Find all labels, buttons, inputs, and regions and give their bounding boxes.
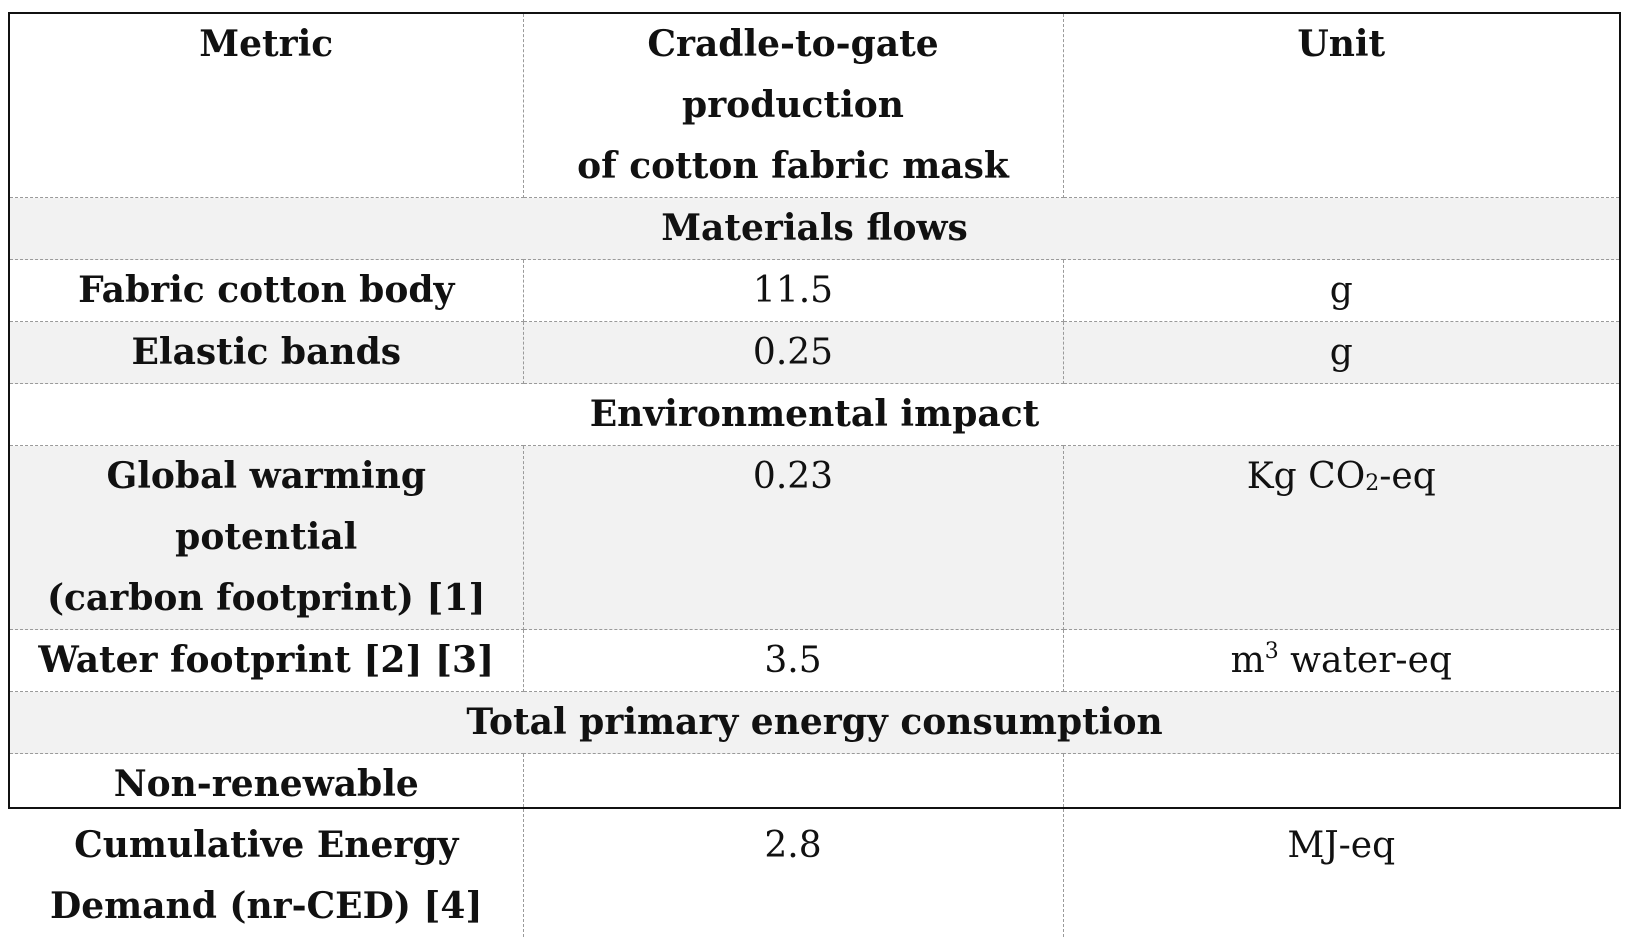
section-total-primary-energy: Total primary energy consumption — [10, 692, 1619, 754]
value-global-warming-potential: 0.23 — [523, 446, 1063, 630]
table-row: Global warming potential (carbon footpri… — [10, 446, 1619, 630]
unit-gwp-prefix: Kg CO — [1247, 456, 1365, 497]
unit-water-prefix: m — [1231, 640, 1265, 681]
metric-gwp-line1: Global warming potential — [20, 446, 513, 568]
metric-ced-line2: Cumulative Energy — [20, 815, 513, 876]
data-table-frame: Metric Cradle-to-gate production of cott… — [8, 12, 1621, 809]
table-row: Elastic bands 0.25 g — [10, 322, 1619, 384]
value-nr-ced: 2.8 — [523, 754, 1063, 937]
value-fabric-cotton-body: 11.5 — [523, 260, 1063, 322]
metric-ced-line3: Demand (nr-CED) [4] — [20, 876, 513, 937]
section-row-materials: Materials flows — [10, 198, 1619, 260]
metric-nr-ced: Non-renewable Cumulative Energy Demand (… — [10, 754, 523, 937]
unit-fabric-cotton-body: g — [1063, 260, 1619, 322]
metric-water-footprint: Water footprint [2] [3] — [10, 630, 523, 692]
unit-gwp-suffix: -eq — [1379, 456, 1436, 497]
unit-water-suffix: water-eq — [1279, 640, 1452, 681]
metric-elastic-bands: Elastic bands — [10, 322, 523, 384]
section-row-energy: Total primary energy consumption — [10, 692, 1619, 754]
section-environmental-impact: Environmental impact — [10, 384, 1619, 446]
unit-water-superscript: 3 — [1265, 639, 1279, 664]
value-water-footprint: 3.5 — [523, 630, 1063, 692]
unit-water-footprint: m3 water-eq — [1063, 630, 1619, 692]
table-row: Non-renewable Cumulative Energy Demand (… — [10, 754, 1619, 937]
metric-ced-line1: Non-renewable — [20, 754, 513, 815]
header-production: Cradle-to-gate production of cotton fabr… — [523, 14, 1063, 198]
header-unit: Unit — [1063, 14, 1619, 198]
section-row-environmental: Environmental impact — [10, 384, 1619, 446]
header-metric: Metric — [10, 14, 523, 198]
unit-elastic-bands: g — [1063, 322, 1619, 384]
value-elastic-bands: 0.25 — [523, 322, 1063, 384]
unit-gwp-subscript: 2 — [1365, 471, 1379, 496]
header-production-line1: Cradle-to-gate production — [534, 14, 1053, 136]
unit-nr-ced: MJ-eq — [1063, 754, 1619, 937]
header-row: Metric Cradle-to-gate production of cott… — [10, 14, 1619, 198]
metric-gwp-line2: (carbon footprint) [1] — [20, 568, 513, 629]
table-row: Water footprint [2] [3] 3.5 m3 water-eq — [10, 630, 1619, 692]
metric-global-warming-potential: Global warming potential (carbon footpri… — [10, 446, 523, 630]
header-production-line2: of cotton fabric mask — [534, 136, 1053, 197]
lca-table: Metric Cradle-to-gate production of cott… — [10, 14, 1619, 937]
metric-fabric-cotton-body: Fabric cotton body — [10, 260, 523, 322]
section-materials-flows: Materials flows — [10, 198, 1619, 260]
table-row: Fabric cotton body 11.5 g — [10, 260, 1619, 322]
unit-global-warming-potential: Kg CO2-eq — [1063, 446, 1619, 630]
